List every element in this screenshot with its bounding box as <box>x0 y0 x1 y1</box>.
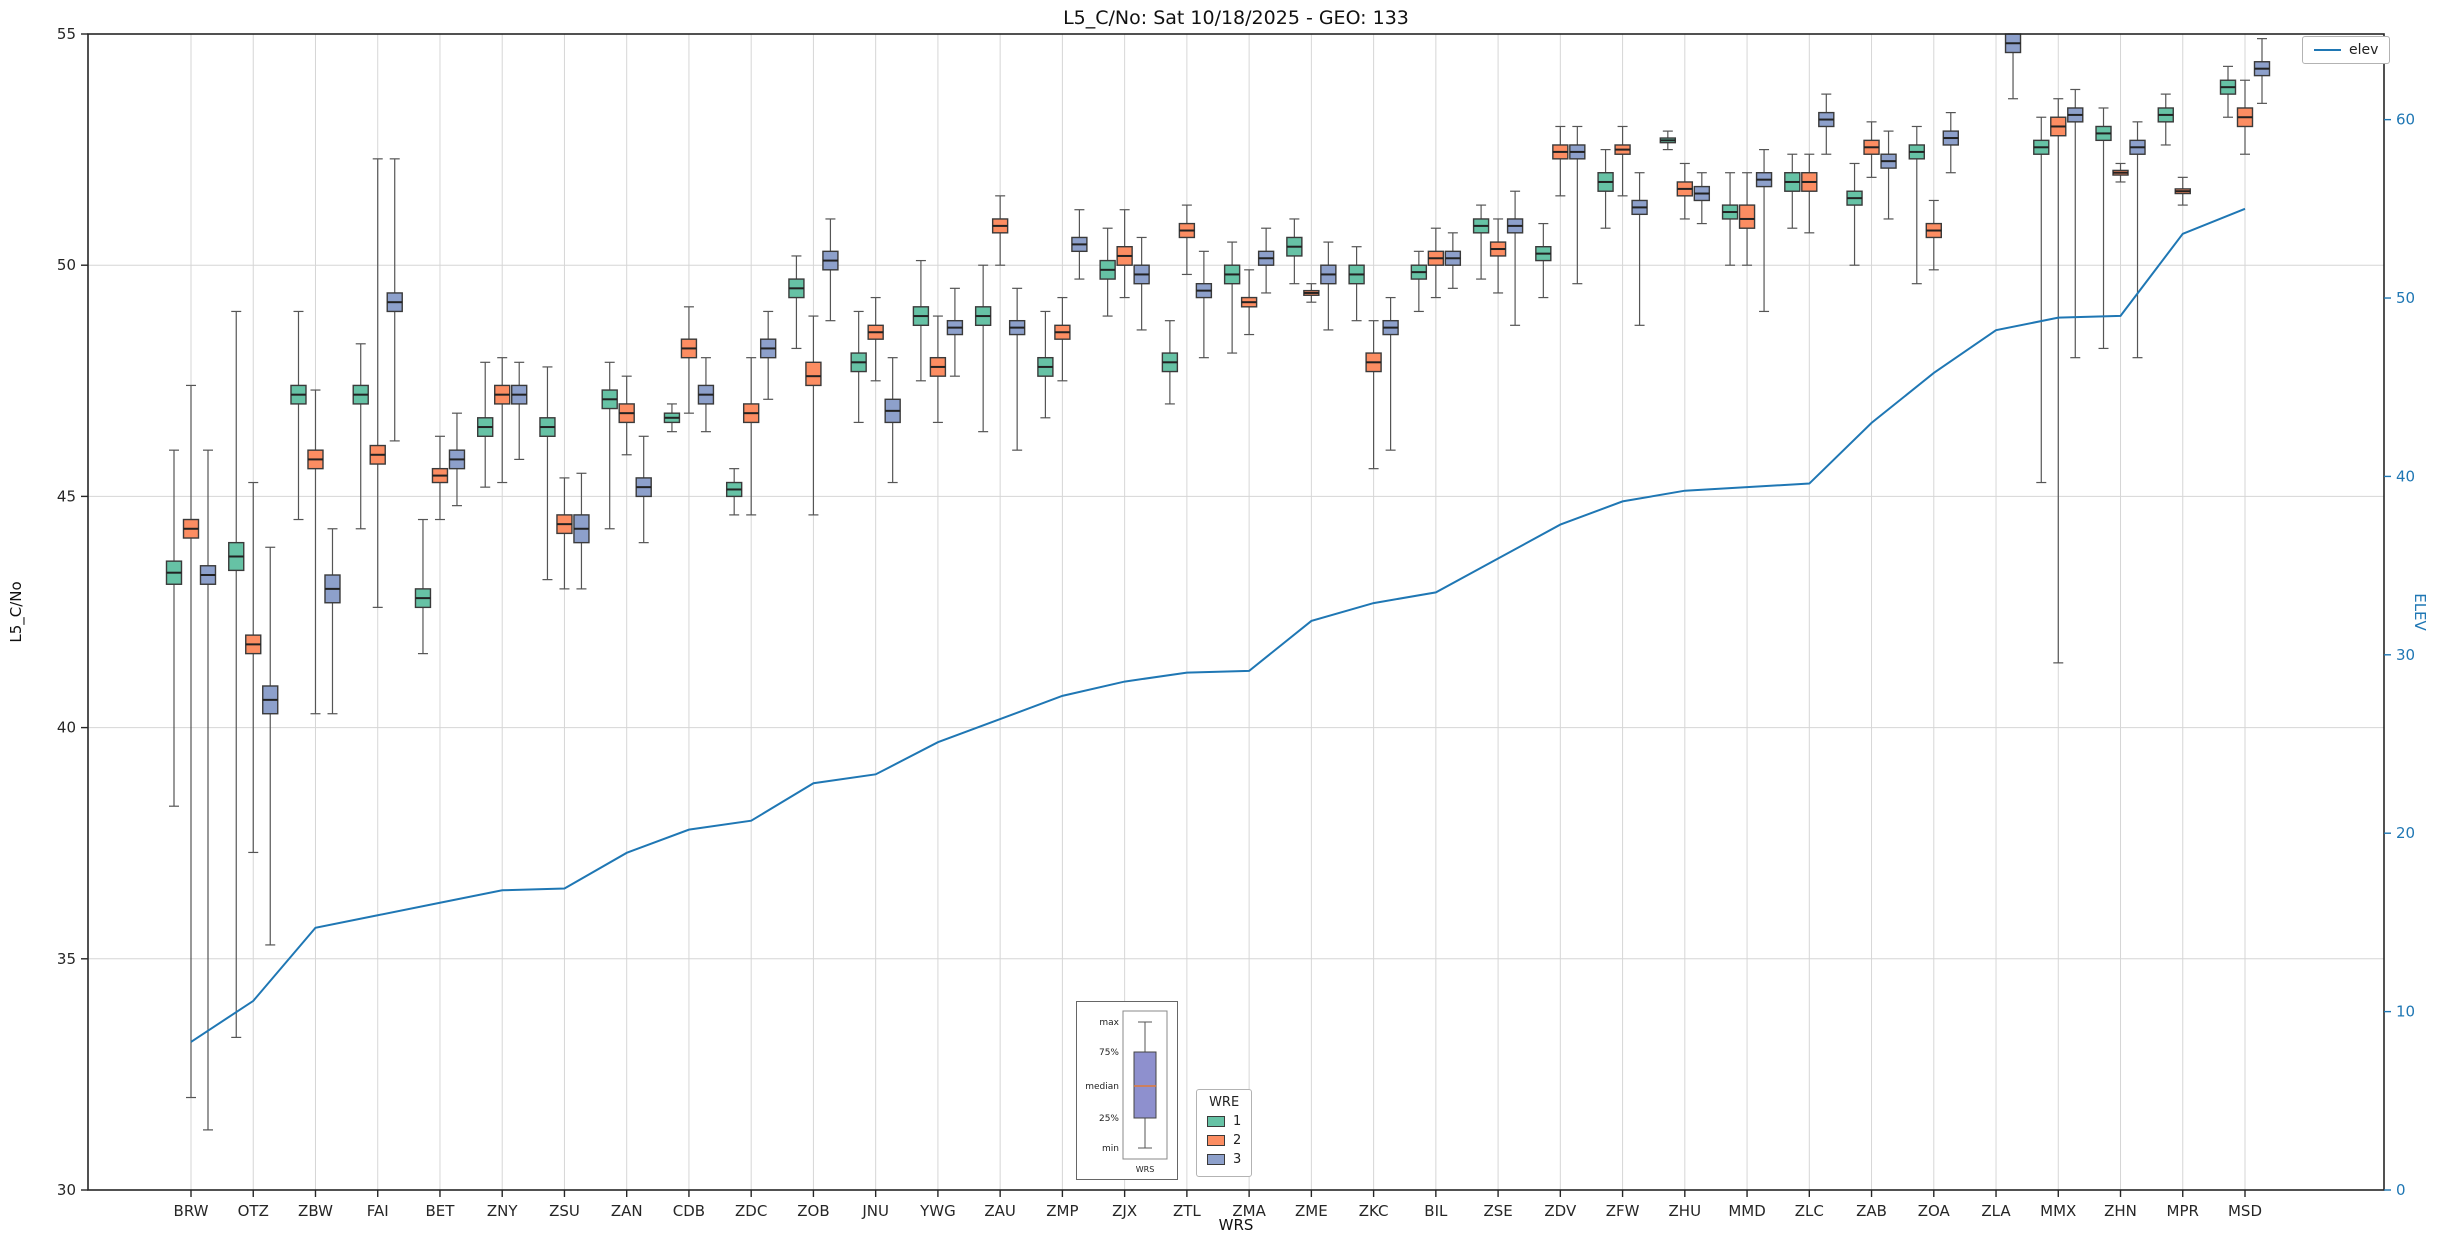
svg-text:ZSU: ZSU <box>549 1202 580 1220</box>
svg-text:40: 40 <box>57 719 76 737</box>
svg-text:10: 10 <box>2396 1003 2415 1021</box>
svg-text:ZOA: ZOA <box>1918 1202 1951 1220</box>
wre-legend-label-1: 1 <box>1233 1114 1242 1129</box>
svg-text:ZBW: ZBW <box>298 1202 333 1220</box>
svg-text:ZKC: ZKC <box>1359 1202 1389 1220</box>
svg-text:45: 45 <box>57 487 76 505</box>
svg-text:BIL: BIL <box>1424 1202 1448 1220</box>
gridlines <box>88 33 2384 1191</box>
box-series-2 <box>182 79 2254 1099</box>
svg-text:OTZ: OTZ <box>238 1202 269 1220</box>
svg-text:CDB: CDB <box>673 1202 705 1220</box>
wre-legend-entry-3: 3 <box>1207 1152 1241 1167</box>
anatomy-label-max: max <box>1099 1018 1119 1028</box>
svg-text:ZFW: ZFW <box>1606 1202 1640 1220</box>
box-series-1 <box>165 65 2237 1039</box>
svg-text:ZDV: ZDV <box>1544 1202 1577 1220</box>
svg-text:ZHU: ZHU <box>1669 1202 1702 1220</box>
wre-legend-entry-2: 2 <box>1207 1133 1241 1148</box>
svg-text:35: 35 <box>57 950 76 968</box>
svg-text:55: 55 <box>57 25 76 43</box>
svg-text:ZLA: ZLA <box>1981 1202 2011 1220</box>
svg-text:ZLC: ZLC <box>1795 1202 1824 1220</box>
svg-text:30: 30 <box>57 1181 76 1199</box>
chart-title: L5_C/No: Sat 10/18/2025 - GEO: 133 <box>1063 7 1409 29</box>
svg-text:0: 0 <box>2396 1181 2406 1199</box>
wre-legend-label-3: 3 <box>1233 1152 1242 1167</box>
wre-swatch-2 <box>1207 1135 1225 1146</box>
svg-text:50: 50 <box>2396 289 2415 307</box>
box-series <box>165 33 2271 1131</box>
wre-swatch-3 <box>1207 1154 1225 1165</box>
elev-line <box>190 207 2246 1043</box>
axis-ticks: 30 35 40 45 50 55 0 10 20 30 40 50 60 BRW OTZ ZBW FAI BET… <box>57 25 2415 1220</box>
svg-text:ZDC: ZDC <box>735 1202 767 1220</box>
svg-text:ZOB: ZOB <box>797 1202 829 1220</box>
svg-text:MPR: MPR <box>2167 1202 2199 1220</box>
svg-text:ZHN: ZHN <box>2104 1202 2137 1220</box>
svg-text:ZAU: ZAU <box>984 1202 1016 1220</box>
anatomy-label-median: median <box>1085 1082 1119 1092</box>
svg-text:60: 60 <box>2396 111 2415 129</box>
elev-legend-label: elev <box>2349 42 2379 58</box>
anatomy-label-25pct: 25% <box>1099 1114 1119 1124</box>
svg-text:30: 30 <box>2396 646 2415 664</box>
wre-legend-title: WRE <box>1209 1095 1240 1110</box>
svg-text:ZNY: ZNY <box>487 1202 518 1220</box>
svg-text:40: 40 <box>2396 467 2415 485</box>
svg-text:ZMP: ZMP <box>1046 1202 1078 1220</box>
box-series-3 <box>199 33 2271 1131</box>
svg-text:ZSE: ZSE <box>1483 1202 1512 1220</box>
svg-text:ZAN: ZAN <box>611 1202 643 1220</box>
anatomy-mini-plot: max 75% median 25% min WRS <box>1085 1010 1168 1174</box>
anatomy-xlabel: WRS <box>1136 1165 1155 1174</box>
svg-text:JNU: JNU <box>861 1202 889 1220</box>
svg-text:BRW: BRW <box>174 1202 209 1220</box>
elev-legend: elev <box>2302 36 2391 64</box>
svg-text:MMX: MMX <box>2040 1202 2076 1220</box>
boxplot-anatomy-inset: max 75% median 25% min WRS <box>1076 1001 1178 1180</box>
anatomy-label-min: min <box>1102 1144 1119 1154</box>
svg-text:ZJX: ZJX <box>1112 1202 1137 1220</box>
wre-swatch-1 <box>1207 1116 1225 1127</box>
svg-text:BET: BET <box>426 1202 456 1220</box>
anatomy-label-75pct: 75% <box>1099 1048 1119 1058</box>
wre-legend: WRE 1 2 3 <box>1196 1089 1253 1177</box>
x-axis-label: WRS <box>1218 1216 1254 1234</box>
svg-text:50: 50 <box>57 256 76 274</box>
svg-text:ZME: ZME <box>1295 1202 1328 1220</box>
svg-text:ZMA: ZMA <box>1232 1202 1266 1220</box>
svg-text:ZAB: ZAB <box>1856 1202 1887 1220</box>
wre-legend-entry-1: 1 <box>1207 1114 1241 1129</box>
svg-text:ZTL: ZTL <box>1173 1202 1201 1220</box>
svg-text:MMD: MMD <box>1728 1202 1765 1220</box>
elev-line-swatch <box>2314 49 2341 51</box>
plot-border <box>87 33 2385 1191</box>
svg-text:YWG: YWG <box>919 1202 956 1220</box>
svg-text:20: 20 <box>2396 824 2415 842</box>
wre-legend-label-2: 2 <box>1233 1133 1242 1148</box>
svg-text:MSD: MSD <box>2228 1202 2262 1220</box>
svg-text:FAI: FAI <box>367 1202 389 1220</box>
